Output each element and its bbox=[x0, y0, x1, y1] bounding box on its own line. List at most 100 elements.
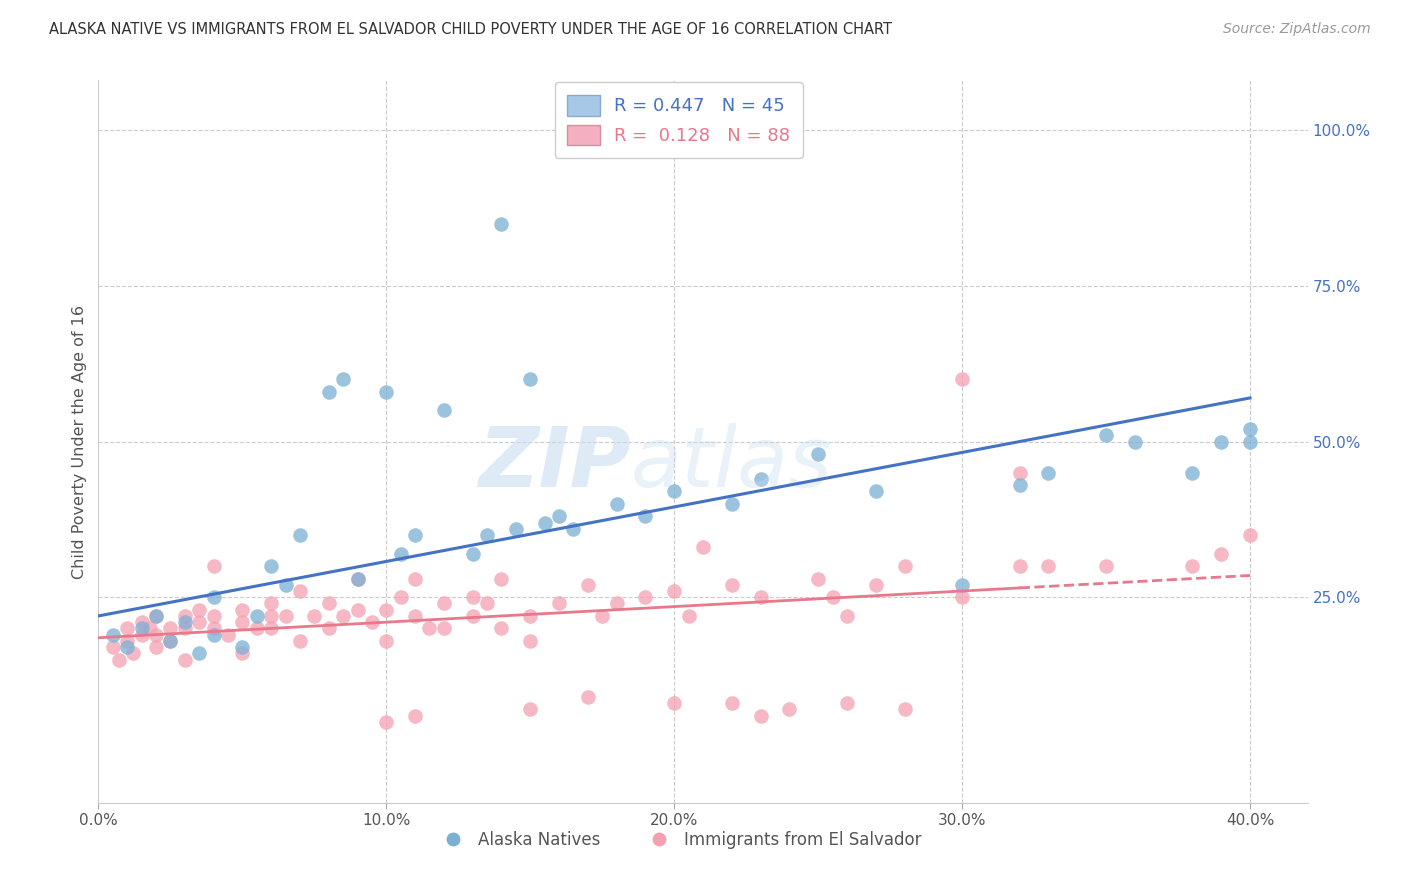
Point bbox=[389, 591, 412, 605]
Point bbox=[101, 627, 124, 641]
Point bbox=[375, 714, 398, 729]
Point bbox=[433, 621, 456, 635]
Point bbox=[375, 603, 398, 617]
Point bbox=[304, 609, 326, 624]
Point bbox=[491, 217, 513, 231]
Point bbox=[159, 633, 181, 648]
Point bbox=[461, 547, 484, 561]
Point bbox=[519, 702, 541, 716]
Point bbox=[188, 603, 211, 617]
Point bbox=[107, 652, 129, 666]
Point bbox=[533, 516, 555, 530]
Point bbox=[1211, 434, 1233, 449]
Point bbox=[1008, 478, 1031, 492]
Point bbox=[418, 621, 440, 635]
Point bbox=[576, 578, 599, 592]
Point bbox=[139, 621, 162, 635]
Point bbox=[475, 597, 498, 611]
Point bbox=[606, 597, 628, 611]
Point bbox=[778, 702, 800, 716]
Point bbox=[202, 559, 225, 574]
Point bbox=[1008, 466, 1031, 480]
Point bbox=[346, 572, 368, 586]
Point bbox=[246, 609, 269, 624]
Point bbox=[188, 615, 211, 630]
Point bbox=[835, 609, 858, 624]
Point bbox=[131, 615, 153, 630]
Point bbox=[231, 646, 253, 660]
Point bbox=[375, 384, 398, 399]
Point bbox=[404, 708, 426, 723]
Point bbox=[274, 609, 297, 624]
Point bbox=[332, 609, 354, 624]
Point bbox=[260, 597, 283, 611]
Point bbox=[1038, 466, 1060, 480]
Point bbox=[807, 447, 830, 461]
Point bbox=[591, 609, 613, 624]
Point bbox=[749, 591, 772, 605]
Point bbox=[173, 621, 195, 635]
Point bbox=[491, 572, 513, 586]
Point bbox=[491, 621, 513, 635]
Point bbox=[202, 591, 225, 605]
Point bbox=[131, 621, 153, 635]
Point bbox=[202, 609, 225, 624]
Point bbox=[461, 609, 484, 624]
Text: ALASKA NATIVE VS IMMIGRANTS FROM EL SALVADOR CHILD POVERTY UNDER THE AGE OF 16 C: ALASKA NATIVE VS IMMIGRANTS FROM EL SALV… bbox=[49, 22, 893, 37]
Point bbox=[318, 621, 340, 635]
Text: atlas: atlas bbox=[630, 423, 832, 504]
Point bbox=[692, 541, 714, 555]
Point bbox=[950, 372, 973, 386]
Point bbox=[893, 702, 915, 716]
Point bbox=[361, 615, 384, 630]
Point bbox=[260, 609, 283, 624]
Point bbox=[115, 621, 138, 635]
Point bbox=[749, 472, 772, 486]
Point bbox=[288, 528, 311, 542]
Point bbox=[404, 528, 426, 542]
Point bbox=[865, 578, 887, 592]
Point bbox=[1181, 559, 1204, 574]
Y-axis label: Child Poverty Under the Age of 16: Child Poverty Under the Age of 16 bbox=[72, 304, 87, 579]
Point bbox=[288, 584, 311, 599]
Point bbox=[318, 597, 340, 611]
Point bbox=[950, 578, 973, 592]
Point bbox=[835, 696, 858, 710]
Legend: Alaska Natives, Immigrants from El Salvador: Alaska Natives, Immigrants from El Salva… bbox=[430, 824, 928, 856]
Point bbox=[404, 572, 426, 586]
Point bbox=[188, 646, 211, 660]
Point bbox=[664, 696, 686, 710]
Point bbox=[720, 497, 742, 511]
Point bbox=[1008, 559, 1031, 574]
Point bbox=[101, 640, 124, 654]
Point bbox=[519, 633, 541, 648]
Point bbox=[274, 578, 297, 592]
Point bbox=[720, 578, 742, 592]
Point bbox=[288, 633, 311, 648]
Point bbox=[821, 591, 844, 605]
Point bbox=[893, 559, 915, 574]
Point bbox=[318, 384, 340, 399]
Point bbox=[115, 633, 138, 648]
Point bbox=[548, 597, 571, 611]
Point bbox=[1239, 528, 1261, 542]
Point bbox=[505, 522, 527, 536]
Point bbox=[807, 572, 830, 586]
Point bbox=[159, 633, 181, 648]
Point bbox=[202, 627, 225, 641]
Point bbox=[260, 621, 283, 635]
Point bbox=[461, 591, 484, 605]
Point bbox=[519, 372, 541, 386]
Point bbox=[246, 621, 269, 635]
Point bbox=[576, 690, 599, 704]
Point bbox=[720, 696, 742, 710]
Point bbox=[202, 621, 225, 635]
Point bbox=[145, 640, 167, 654]
Point bbox=[1239, 422, 1261, 436]
Point bbox=[606, 497, 628, 511]
Point bbox=[1239, 434, 1261, 449]
Point bbox=[433, 597, 456, 611]
Point bbox=[865, 484, 887, 499]
Point bbox=[231, 615, 253, 630]
Point bbox=[519, 609, 541, 624]
